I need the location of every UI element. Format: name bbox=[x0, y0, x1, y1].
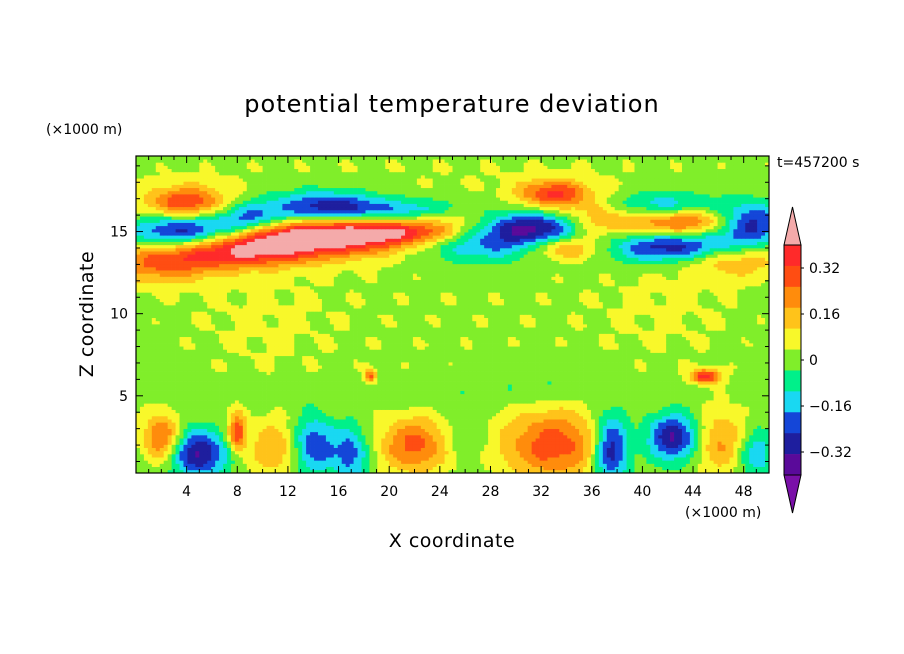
plot-area bbox=[135, 155, 770, 474]
colorbar-swatch bbox=[784, 307, 801, 329]
x-tick-label: 16 bbox=[330, 484, 348, 500]
x-tick-label: 48 bbox=[735, 484, 753, 500]
x-axis-label: X coordinate bbox=[389, 530, 515, 552]
colorbar-swatch bbox=[784, 265, 801, 288]
x-tick-label: 36 bbox=[583, 484, 601, 500]
y-unit-label: (×1000 m) bbox=[46, 122, 122, 138]
x-tick-label: 28 bbox=[482, 484, 500, 500]
contour-field bbox=[136, 156, 769, 473]
colorbar-min-arrow bbox=[783, 474, 802, 514]
time-label: t=457200 s bbox=[777, 155, 859, 171]
colorbar-swatch bbox=[784, 391, 801, 413]
colorbar-swatch bbox=[784, 433, 801, 455]
colorbar-swatch bbox=[784, 328, 801, 350]
colorbar-max-arrow bbox=[783, 206, 802, 246]
y-axis: 5 10 15 bbox=[110, 165, 769, 463]
colorbar-label: 0.16 bbox=[809, 307, 840, 323]
colorbar-label: −0.32 bbox=[809, 445, 852, 461]
x-tick-label: 44 bbox=[684, 484, 702, 500]
x-unit-label: (×1000 m) bbox=[685, 505, 761, 521]
x-tick-label: 8 bbox=[233, 484, 242, 500]
y-tick-label: 15 bbox=[110, 225, 128, 241]
x-tick-label: 4 bbox=[182, 484, 191, 500]
x-tick-label: 20 bbox=[380, 484, 398, 500]
colorbar-swatch bbox=[784, 245, 801, 267]
colorbar-swatch bbox=[784, 349, 801, 371]
x-tick-label: 24 bbox=[431, 484, 449, 500]
colorbar-swatch bbox=[784, 454, 801, 476]
x-tick-label: 12 bbox=[279, 484, 297, 500]
y-tick-label: 10 bbox=[110, 307, 128, 323]
colorbar: 0.32 0.16 0 −0.16 −0.32 bbox=[783, 206, 852, 514]
colorbar-label: −0.16 bbox=[809, 399, 852, 415]
colorbar-swatch bbox=[784, 286, 801, 309]
x-axis: 4 8 12 16 20 24 28 32 36 40 44 48 bbox=[148, 156, 757, 500]
colorbar-swatch bbox=[784, 370, 801, 392]
x-tick-label: 40 bbox=[633, 484, 651, 500]
y-tick-label: 5 bbox=[119, 389, 128, 405]
chart-title: potential temperature deviation bbox=[244, 90, 659, 118]
x-tick-label: 32 bbox=[532, 484, 550, 500]
colorbar-label: 0 bbox=[809, 353, 818, 369]
colorbar-label: 0.32 bbox=[809, 261, 840, 277]
y-axis-label: Z coordinate bbox=[76, 251, 98, 377]
colorbar-swatch bbox=[784, 412, 801, 434]
